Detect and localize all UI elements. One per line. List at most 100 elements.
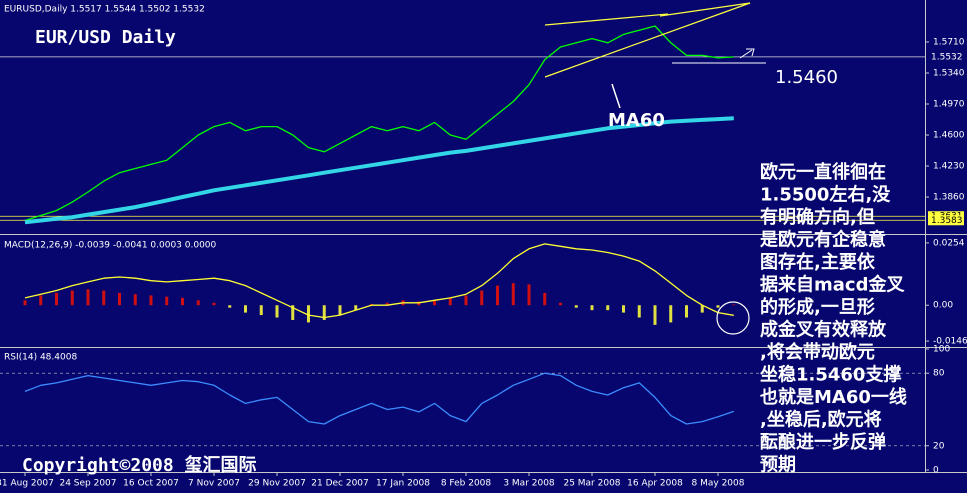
x-tick-label: 8 May 2008 (692, 479, 745, 489)
commentary-line: 预期 (760, 455, 796, 476)
series-line (24, 243, 734, 319)
histogram-bar (212, 302, 216, 306)
series-line (24, 25, 734, 222)
trendline (544, 2, 751, 78)
histogram-bar (590, 305, 594, 311)
histogram-bar (543, 292, 547, 306)
histogram-bar (669, 305, 673, 323)
histogram-bar (181, 297, 184, 306)
arrow (739, 48, 755, 59)
histogram-bar (700, 305, 704, 313)
trendlines (544, 2, 751, 78)
x-tick-label: 3 Mar 2008 (503, 479, 555, 489)
y-tick-label: 80 (933, 369, 945, 379)
histogram-bar (527, 284, 531, 306)
commentary-line: 有明确方向,但 (760, 206, 875, 228)
histogram-bar (118, 292, 121, 306)
commentary: 欧元一直徘徊在1.5500左右,没有明确方向,但是欧元有企稳意图存在,主要依据来… (759, 161, 907, 476)
histogram-bar (149, 295, 153, 306)
commentary-line: 1.5500左右,没 (760, 184, 891, 206)
histogram-bar (511, 283, 515, 306)
y-tick-label: 1.4970 (933, 100, 965, 110)
histogram-bar (86, 289, 90, 306)
commentary-line: ,将会带动欧元 (760, 341, 875, 363)
x-tick-label: 29 Nov 2007 (248, 479, 306, 489)
histogram-bar (559, 302, 562, 306)
x-tick-label: 31 Aug 2007 (0, 479, 54, 489)
y-tick-label: 0.00 (933, 301, 953, 311)
copyright: Copyright©2008 玺汇国际 (22, 454, 257, 476)
y-tick-label: 1.5710 (933, 37, 965, 47)
histogram-bar (606, 305, 610, 311)
commentary-line: 酝酿进一步反弹 (760, 431, 886, 453)
x-tick-label: 16 Apr 2008 (627, 479, 683, 489)
commentary-line: 成金叉有效释放 (760, 319, 887, 341)
trendline (544, 13, 669, 26)
histogram-bar (322, 305, 326, 320)
y-tick-label: 1.3860 (933, 193, 965, 203)
histogram-bar (480, 290, 484, 306)
commentary-line: 欧元一直徘徊在 (760, 161, 886, 183)
chart-label: EUR/USD Daily (35, 27, 176, 48)
crossover-circle (716, 301, 750, 335)
y-tick-label: 20 (933, 441, 945, 451)
y-tick-label: 1.4600 (933, 131, 965, 141)
histogram-bar (574, 305, 578, 308)
y-tick-label: -0.0146 (933, 337, 967, 347)
x-tick-label: 25 Mar 2008 (563, 479, 620, 489)
histogram-bar (685, 305, 688, 318)
ma-label: MA60 (608, 110, 665, 131)
level-label: 1.5460 (775, 67, 838, 88)
price-marker-label: 1.3583 (931, 216, 963, 226)
commentary-line: 坐稳1.5460支撑 (760, 364, 901, 386)
y-tick-label: 0.0254 (933, 238, 965, 248)
histogram-bar (275, 305, 279, 318)
histogram-bar (165, 296, 169, 306)
series-line (24, 116, 734, 225)
commentary-line: 是欧元有企稳意 (759, 229, 886, 251)
commentary-line: ,坐稳后,欧元将 (760, 409, 882, 431)
histogram-bar (338, 305, 342, 316)
rsi-title: RSI(14) 48.4008 (4, 353, 77, 363)
commentary-line: 的形成,一旦形 (760, 296, 875, 318)
histogram-bar (732, 304, 736, 306)
histogram-bar (637, 305, 641, 318)
y-tick-label: 1.4230 (933, 162, 965, 172)
macd-title: MACD(12,26,9) -0.0039 -0.0041 0.0003 0.0… (4, 241, 217, 251)
commentary-line: 据来自macd金叉 (760, 274, 905, 296)
histogram-bar (716, 305, 720, 308)
commentary-line: 图存在,主要依 (760, 251, 876, 273)
series-line (24, 372, 735, 425)
histogram-bar (291, 305, 295, 320)
x-tick-label: 24 Sep 2007 (59, 479, 116, 489)
histogram-bar (385, 302, 389, 306)
histogram-bar (448, 297, 452, 306)
plot: 1.3860 1.4230 1.4600 1.4970 1.5340 1.5710 1.55… (0, 25, 967, 489)
trendline (659, 2, 751, 17)
y-tick-label: 100 (933, 345, 950, 355)
histogram-bar (496, 285, 499, 306)
pointer (611, 83, 621, 109)
x-tick-label: 8 Feb 2008 (441, 479, 492, 489)
y-tick-label: 0 (933, 466, 939, 476)
histogram-bar (55, 292, 58, 306)
x-tick-label: 16 Oct 2007 (123, 479, 179, 489)
x-tick-label: 7 Nov 2007 (188, 479, 240, 489)
histogram-bar (244, 305, 247, 313)
frame (0, 0, 967, 473)
histogram-bar (433, 300, 436, 306)
commentary-line: 也就是MA60一线 (760, 386, 907, 408)
histogram-bar (653, 305, 657, 325)
histogram-bar (354, 305, 358, 311)
price-marker-label: 1.5532 (931, 52, 963, 62)
y-tick-label: 1.5340 (933, 68, 965, 78)
price-marker-box (928, 215, 964, 226)
histogram-bar (23, 300, 27, 306)
histogram-bar (259, 305, 263, 316)
histogram-bar (196, 300, 200, 306)
histogram-bar (464, 295, 468, 306)
x-tick-label: 21 Dec 2007 (311, 479, 369, 489)
histogram-bar (622, 305, 625, 313)
